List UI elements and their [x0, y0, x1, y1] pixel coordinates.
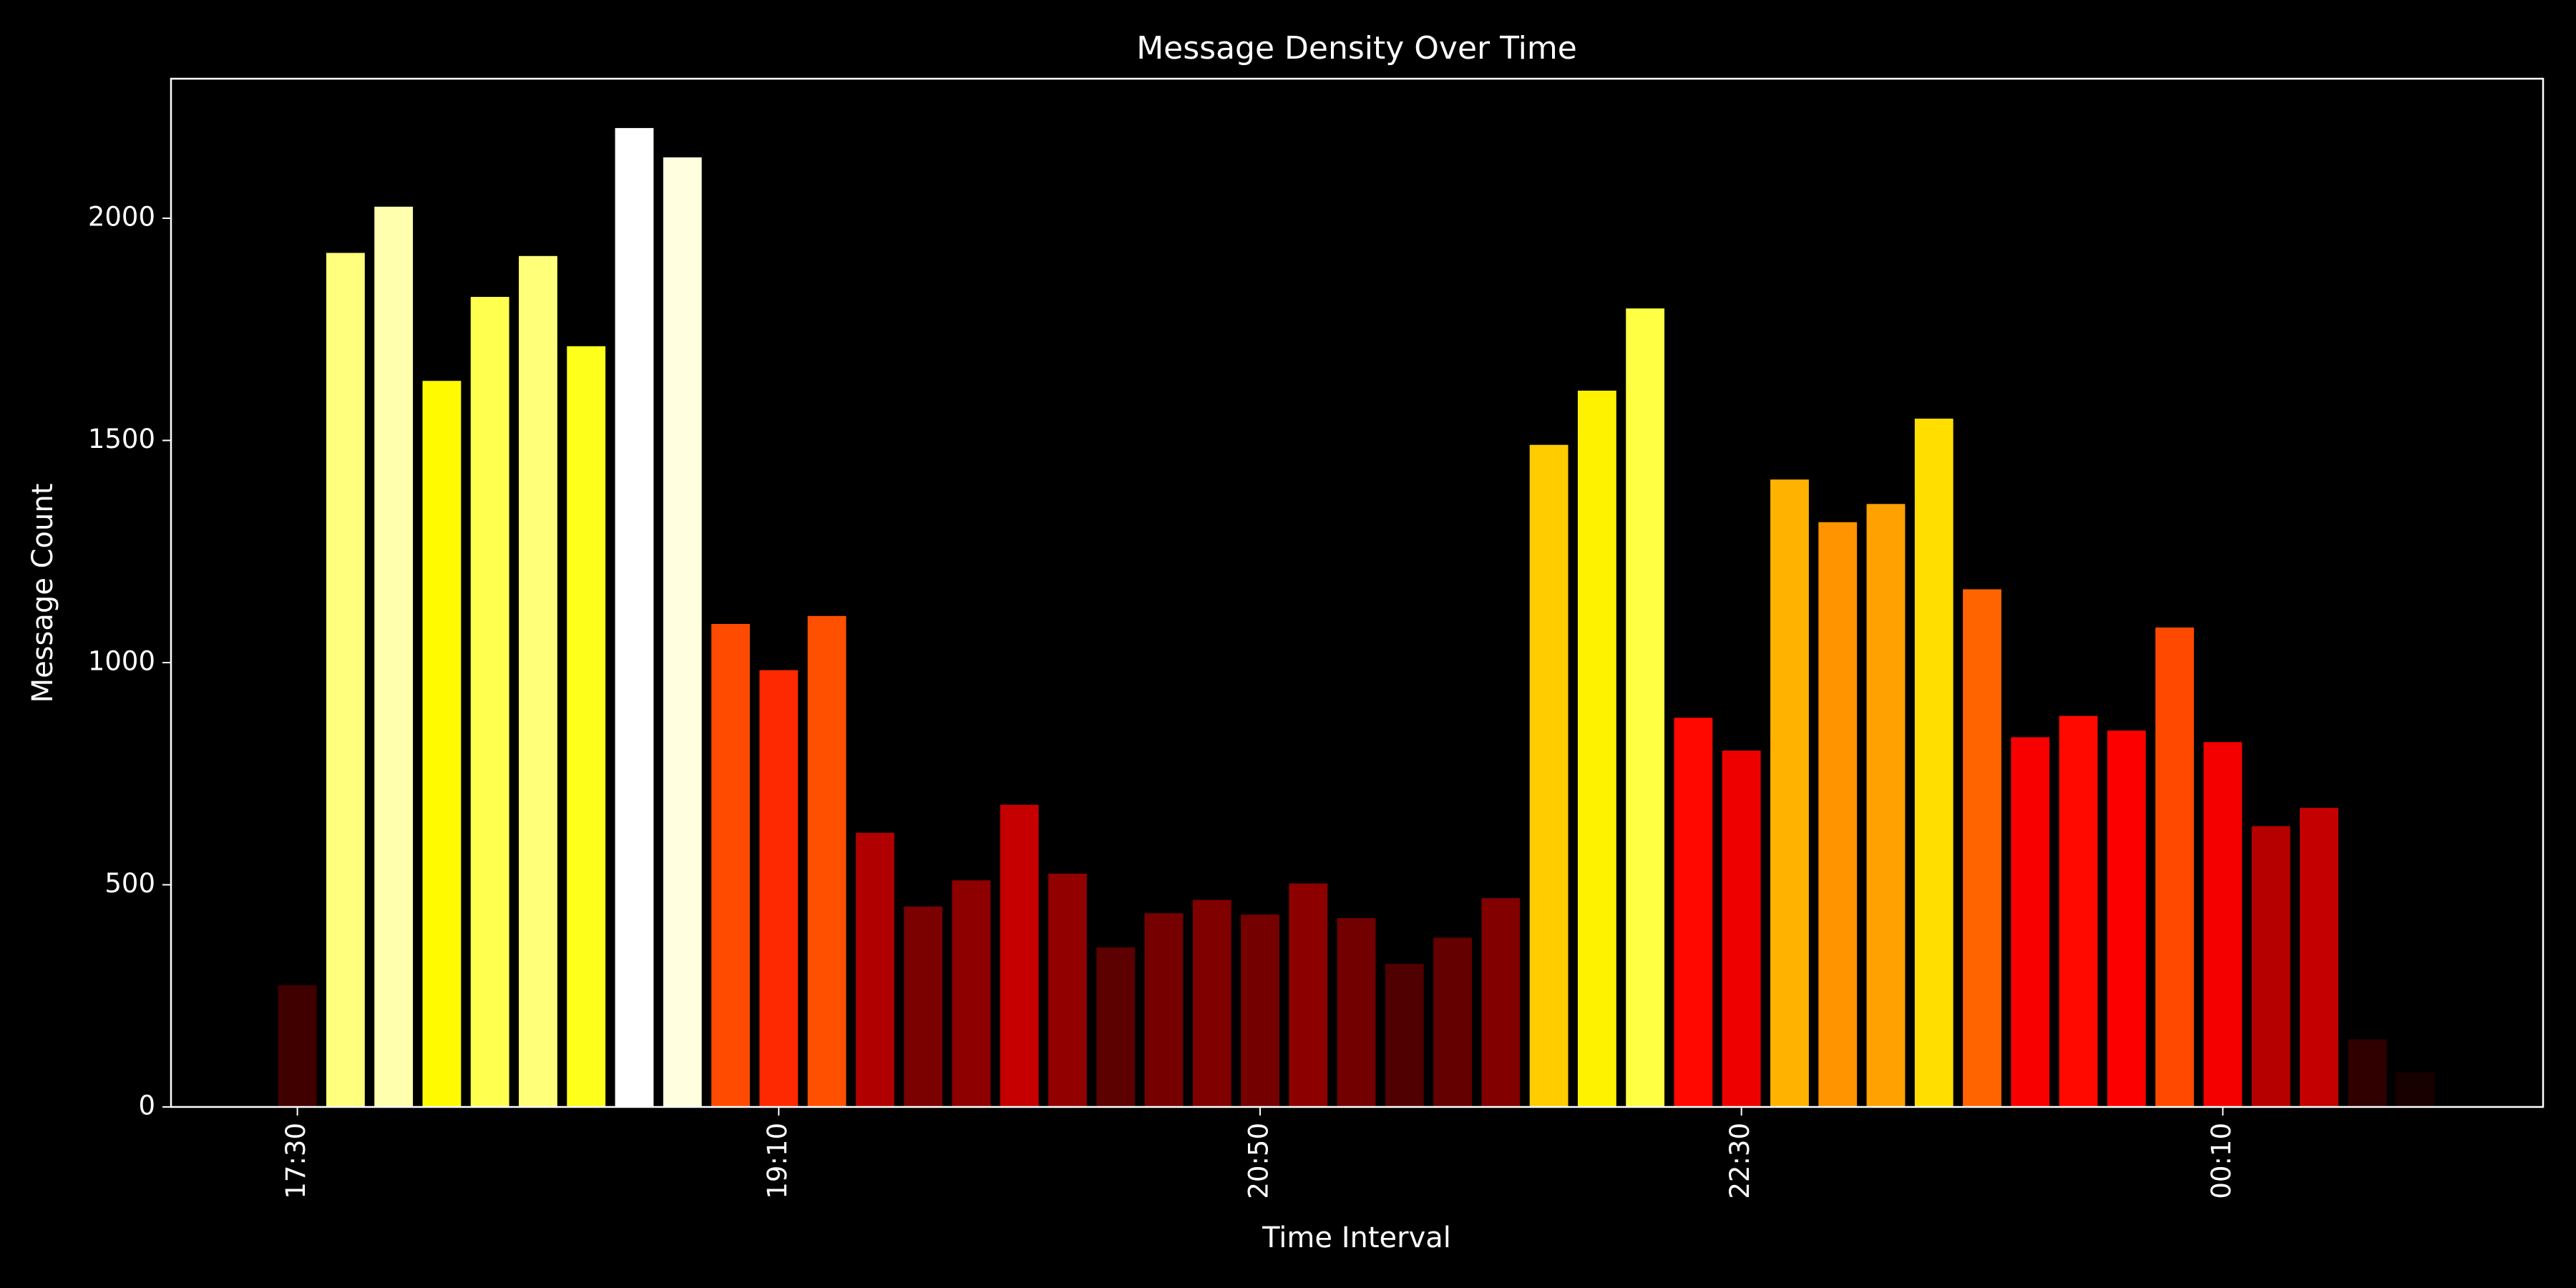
bar [1433, 937, 1472, 1107]
y-tick-label: 1500 [88, 424, 155, 454]
bar [759, 670, 799, 1107]
bar [1144, 913, 1184, 1107]
bar [1096, 947, 1136, 1107]
x-axis-label: Time Interval [1262, 1221, 1451, 1254]
bar [2300, 808, 2338, 1107]
bar [1289, 883, 1328, 1107]
bar [2107, 731, 2146, 1107]
bar [2396, 1072, 2435, 1107]
plot-frame [170, 77, 2545, 1108]
bar [1674, 718, 1713, 1107]
bar [2251, 826, 2290, 1107]
x-tick-label: 17:30 [280, 1123, 311, 1199]
bar [567, 346, 606, 1108]
bar [1818, 522, 1858, 1107]
y-axis-label: Message Count [26, 484, 59, 703]
bar [904, 906, 943, 1107]
bar [2011, 737, 2050, 1107]
x-tick-label: 20:50 [1244, 1123, 1274, 1199]
bar [1770, 479, 1809, 1107]
bar [663, 157, 702, 1107]
y-tick-label: 2000 [88, 201, 155, 232]
x-tick-label: 19:10 [762, 1123, 793, 1199]
bar [278, 985, 317, 1107]
y-tick-label: 1000 [88, 645, 155, 676]
bar [1337, 918, 1376, 1107]
bar [807, 615, 847, 1107]
bar [1000, 804, 1039, 1107]
bar [1626, 308, 1665, 1107]
bar [1048, 873, 1087, 1107]
bar [1241, 914, 1279, 1107]
bar [1963, 589, 2001, 1107]
bar [1722, 750, 1761, 1107]
bar [1192, 899, 1231, 1107]
bar [2059, 716, 2098, 1107]
bar [326, 253, 365, 1108]
bar [1914, 419, 1953, 1107]
bar [1866, 504, 1906, 1107]
bar [1481, 898, 1521, 1107]
y-tick-label: 500 [104, 868, 155, 899]
bar [519, 255, 557, 1107]
bar [1577, 390, 1616, 1107]
bar [1529, 444, 1568, 1107]
bar [2348, 1039, 2387, 1107]
bar [2203, 742, 2243, 1107]
bar [855, 832, 894, 1107]
bar [470, 296, 509, 1108]
x-tick-label: 00:10 [2206, 1123, 2237, 1199]
bar [374, 206, 414, 1107]
bar [2155, 627, 2195, 1107]
x-tick-label: 22:30 [1724, 1123, 1755, 1199]
bar [952, 880, 991, 1107]
bar [1385, 964, 1424, 1107]
y-tick-label: 0 [138, 1091, 155, 1121]
chart-title: Message Density Over Time [1136, 30, 1577, 67]
bar [711, 623, 750, 1107]
bar [422, 381, 462, 1107]
bar [615, 127, 654, 1108]
